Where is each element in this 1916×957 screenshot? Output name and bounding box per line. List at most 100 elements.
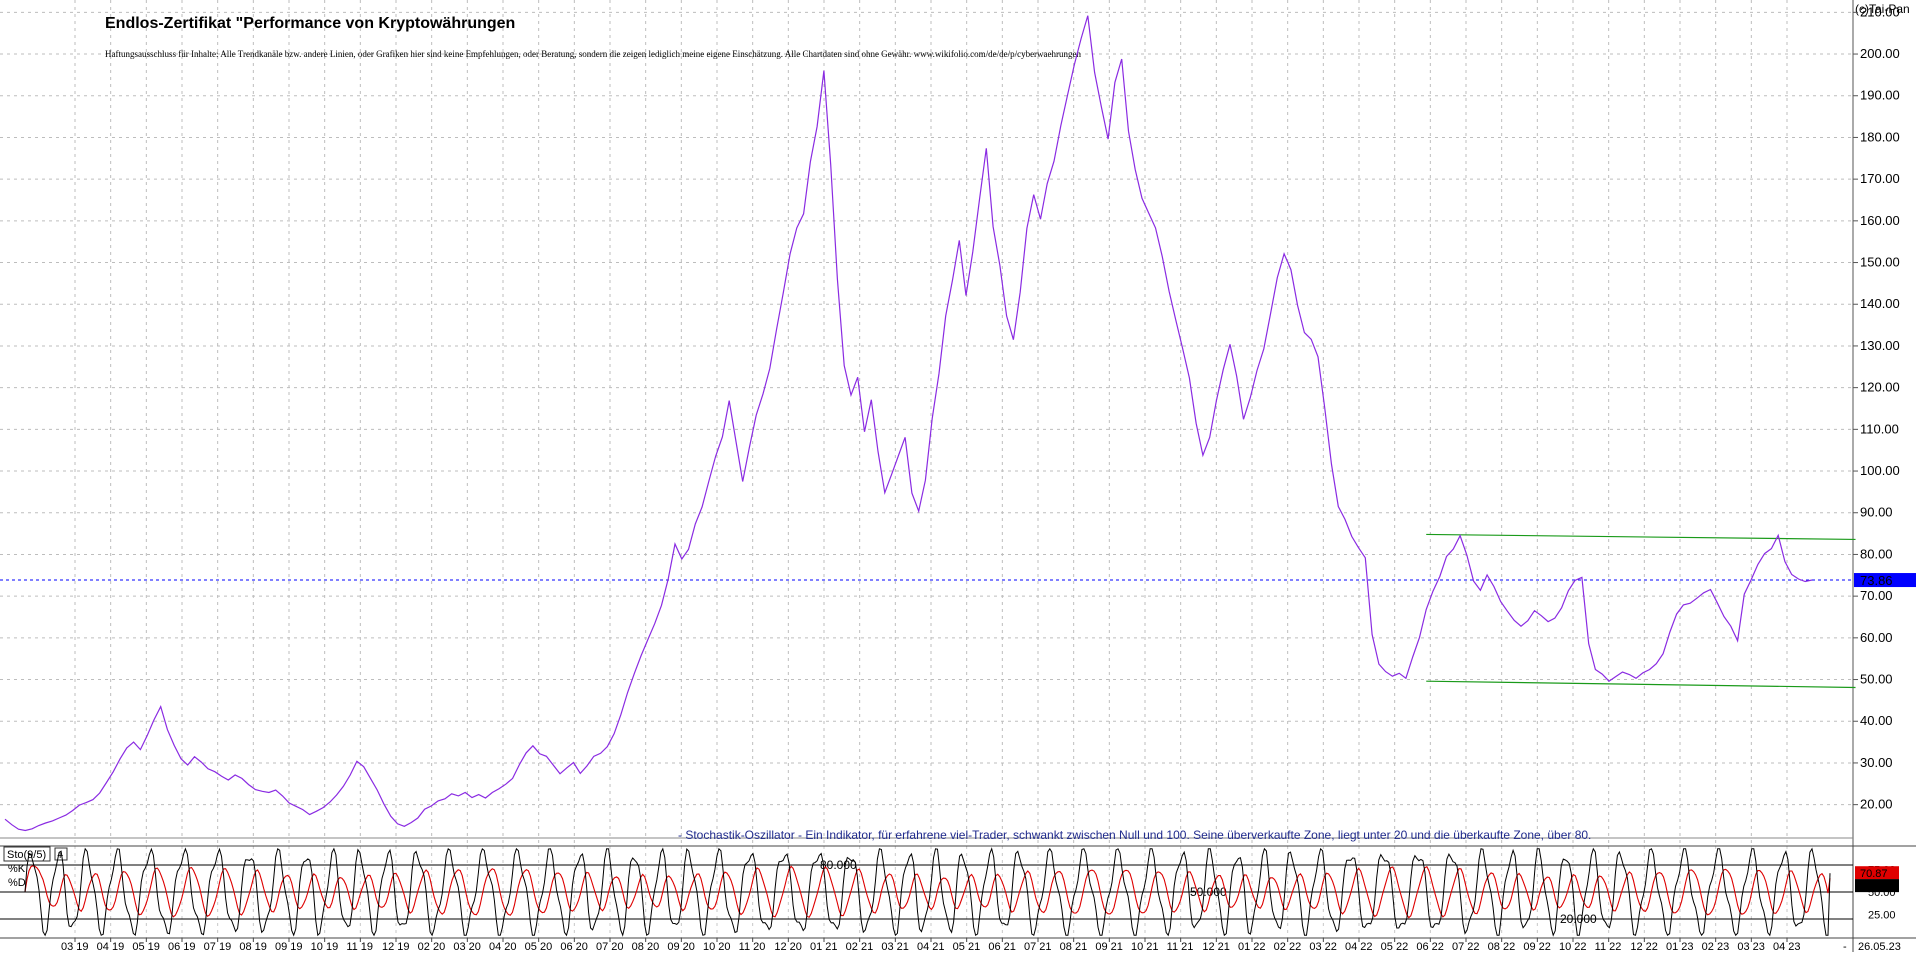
y-tick-label: 90.00 xyxy=(1860,505,1893,520)
x-tick-label: 12 21 xyxy=(1202,941,1230,952)
x-tick-label: 09 22 xyxy=(1523,941,1551,952)
y-tick-label: 170.00 xyxy=(1860,171,1900,186)
x-tick-label: 06 21 xyxy=(988,941,1016,952)
x-tick-label: 04 23 xyxy=(1773,941,1801,952)
x-tick-label: 04 21 xyxy=(917,941,945,952)
y-tick-label: 110.00 xyxy=(1860,421,1899,436)
x-tick-label: 09 19 xyxy=(275,941,303,952)
y-tick-label: 60.00 xyxy=(1860,630,1893,645)
y-tick-label: 80.00 xyxy=(1860,546,1893,561)
y-tick-label: 100.00 xyxy=(1860,463,1900,478)
x-tick-label: 11 20 xyxy=(739,941,766,952)
chart-subtitle: Haftungsausschluss für Inhalte: Alle Tre… xyxy=(105,49,1082,59)
y-tick-label: 150.00 xyxy=(1860,255,1900,270)
y-tick-label: 70.00 xyxy=(1860,588,1893,603)
stoch-k-badge xyxy=(1855,866,1899,880)
x-tick-label: 05 21 xyxy=(953,941,981,952)
copyright-label: (c)Tai-Pan xyxy=(1855,2,1910,16)
x-tick-label: 11 19 xyxy=(346,941,373,952)
y-tick-label: 160.00 xyxy=(1860,213,1900,228)
x-tick-label: 10 19 xyxy=(311,941,339,952)
stoch-y-tick-label: 25.00 xyxy=(1868,910,1896,922)
x-tick-label: 05 19 xyxy=(132,941,160,952)
stoch-k-value: 70.87 xyxy=(1860,868,1888,880)
stoch-label-box xyxy=(3,846,51,862)
x-tick-label: 10 20 xyxy=(703,941,731,952)
x-tick-label: 02 23 xyxy=(1702,941,1730,952)
x-tick-label: 01 21 xyxy=(810,941,838,952)
x-tick-label: 01 22 xyxy=(1238,941,1266,952)
x-tick-label: 03 23 xyxy=(1737,941,1765,952)
y-tick-label: 50.00 xyxy=(1860,672,1893,687)
legend-k: %K xyxy=(8,863,26,875)
y-axis-ticks: 20.00 30.00 40.00 50.00 60.00 70.00 80.00 90.00… xyxy=(1853,4,1900,812)
y-tick-label: 20.00 xyxy=(1860,797,1893,812)
trend-line xyxy=(1426,533,1856,541)
x-tick-label: 03 21 xyxy=(881,941,909,952)
x-tick-label: 03 20 xyxy=(453,941,481,952)
stoch-level-label: 20.000 xyxy=(1560,912,1597,926)
stoch-d-line xyxy=(24,865,1831,919)
y-tick-label: 210.00 xyxy=(1860,4,1900,19)
x-axis-end-marker: - xyxy=(1843,941,1847,952)
x-tick-label: 10 21 xyxy=(1131,941,1159,952)
y-tick-label: 120.00 xyxy=(1860,380,1900,395)
y-tick-label: 200.00 xyxy=(1860,46,1900,61)
main-grid xyxy=(0,0,1853,846)
x-tick-label: 01 23 xyxy=(1666,941,1694,952)
x-tick-label: 12 19 xyxy=(382,941,410,952)
x-tick-label: 06 20 xyxy=(560,941,588,952)
x-axis-end-label: 26.05.23 xyxy=(1858,941,1901,952)
stoch-level-label: 80.000 xyxy=(820,858,857,872)
legend-d: %D xyxy=(8,877,26,889)
y-tick-label: 40.00 xyxy=(1860,713,1893,728)
x-tick-label: 02 22 xyxy=(1274,941,1302,952)
x-tick-label: 04 20 xyxy=(489,941,517,952)
y-tick-label: 130.00 xyxy=(1860,338,1900,353)
x-tick-label: 12 20 xyxy=(774,941,802,952)
x-tick-label: 02 20 xyxy=(418,941,446,952)
x-tick-label: 08 19 xyxy=(239,941,267,952)
x-tick-label: 08 21 xyxy=(1060,941,1088,952)
stoch-d-value: 65.43 xyxy=(1860,881,1888,893)
x-axis-ticks: 03 19 04 19 05 19 06 19 07 19 08 19 09 19 10 19… xyxy=(61,938,1801,953)
chart-title: Endlos-Zertifikat "Performance von Krypt… xyxy=(105,15,515,32)
x-tick-label: 10 22 xyxy=(1559,941,1587,952)
y-tick-label: 30.00 xyxy=(1860,755,1893,770)
x-tick-label: 07 21 xyxy=(1024,941,1052,952)
y-tick-label: 190.00 xyxy=(1860,88,1900,103)
x-tick-label: 06 22 xyxy=(1416,941,1444,952)
x-tick-label: 03 22 xyxy=(1309,941,1337,952)
x-tick-label: 09 21 xyxy=(1095,941,1123,952)
trend-line xyxy=(1426,680,1856,689)
x-tick-label: 04 19 xyxy=(97,941,125,952)
x-tick-label: 05 22 xyxy=(1381,941,1409,952)
x-tick-label: 03 19 xyxy=(61,941,89,952)
stoch-d-badge xyxy=(1855,879,1899,893)
last-value-label: 73.86 xyxy=(1860,573,1893,588)
stoch-description: - Stochastik-Oszillator - Ein Indikator,… xyxy=(678,828,1591,842)
x-tick-label: 07 19 xyxy=(204,941,232,952)
x-tick-label: 11 22 xyxy=(1595,941,1622,952)
stoch-indicator-label: Sto(9/5) xyxy=(7,849,46,861)
x-tick-label: 04 22 xyxy=(1345,941,1373,952)
plus-icon: + xyxy=(57,850,63,862)
x-tick-label: 12 22 xyxy=(1630,941,1658,952)
price-series-line xyxy=(4,15,1813,832)
x-tick-label: 05 20 xyxy=(525,941,553,952)
x-tick-label: 02 21 xyxy=(846,941,874,952)
y-tick-label: 180.00 xyxy=(1860,129,1900,144)
x-tick-label: 07 20 xyxy=(596,941,624,952)
x-tick-label: 06 19 xyxy=(168,941,196,952)
stoch-grid xyxy=(74,846,1788,938)
x-tick-label: 08 20 xyxy=(632,941,660,952)
trend-lines xyxy=(1426,533,1856,689)
x-tick-label: 07 22 xyxy=(1452,941,1480,952)
x-tick-label: 09 20 xyxy=(667,941,695,952)
stoch-k-line xyxy=(24,847,1831,937)
x-tick-label: 11 21 xyxy=(1167,941,1194,952)
